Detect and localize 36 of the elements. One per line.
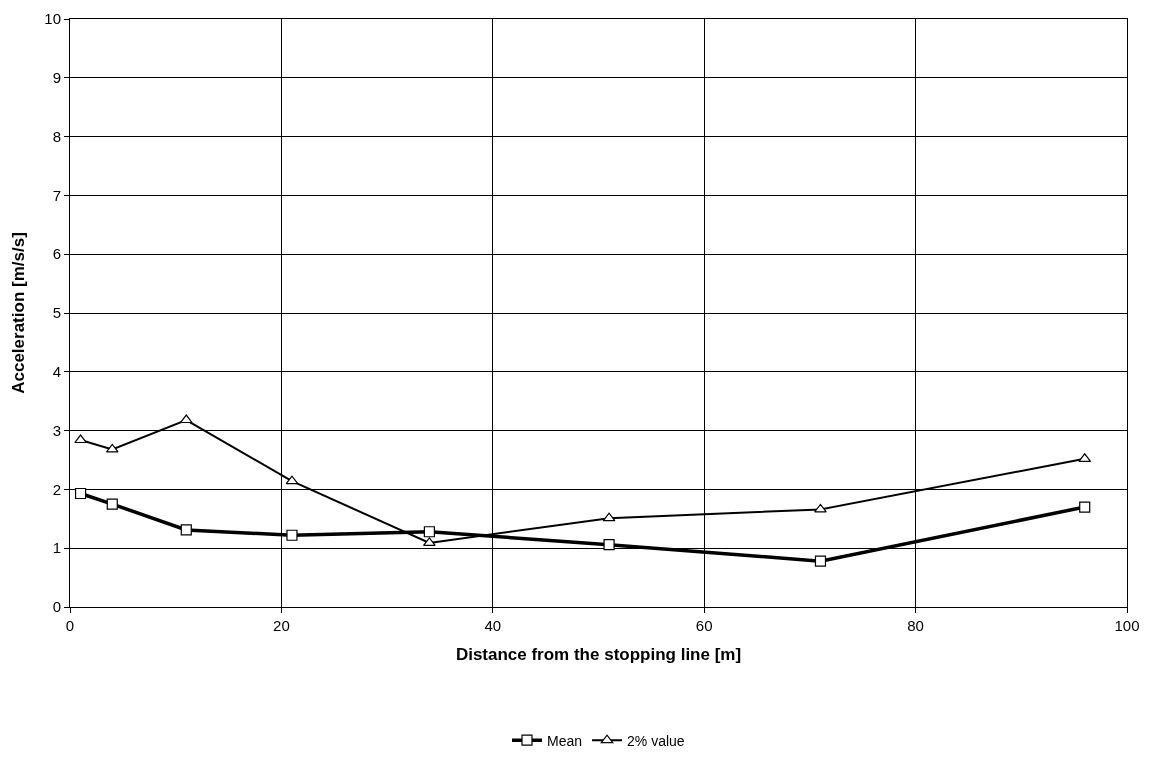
x-tick-label: 40	[484, 617, 502, 634]
legend-label: 2% value	[627, 732, 685, 749]
y-tick-label: 8	[52, 127, 61, 145]
point	[180, 524, 192, 536]
point	[74, 487, 87, 500]
point	[814, 503, 827, 513]
y-axis-title: Acceleration [m/s/s]	[8, 232, 28, 394]
y-tick-label: 0	[52, 598, 61, 616]
y-tick-label: 2	[52, 480, 61, 498]
point	[286, 529, 298, 541]
y-tick-label: 5	[52, 304, 61, 322]
point	[602, 512, 616, 522]
x-axis-title: Distance from the stopping line [m]	[455, 645, 742, 665]
legend-label: Mean	[547, 732, 583, 749]
y-tick-label: 7	[52, 186, 61, 204]
x-tick-label: 0	[65, 617, 75, 634]
point	[74, 434, 87, 444]
point	[179, 414, 193, 424]
point	[603, 539, 615, 551]
y-tick-label: 9	[52, 69, 61, 87]
y-tick-label: 4	[52, 363, 61, 381]
point	[105, 443, 119, 453]
point	[423, 537, 436, 547]
y-tick-label: 10	[44, 10, 61, 28]
y-tick-label: 6	[52, 245, 61, 263]
point	[814, 555, 827, 567]
x-tick-label: 80	[907, 617, 924, 634]
y-tick-label: 3	[52, 421, 61, 439]
point	[423, 526, 435, 538]
y-tick-label: 1	[52, 539, 61, 557]
point	[285, 475, 299, 485]
x-tick-label: 60	[695, 617, 713, 634]
x-tick-label: 20	[273, 617, 290, 634]
point	[1079, 501, 1091, 513]
x-tick-label: 100	[1114, 617, 1140, 634]
point	[106, 498, 118, 510]
